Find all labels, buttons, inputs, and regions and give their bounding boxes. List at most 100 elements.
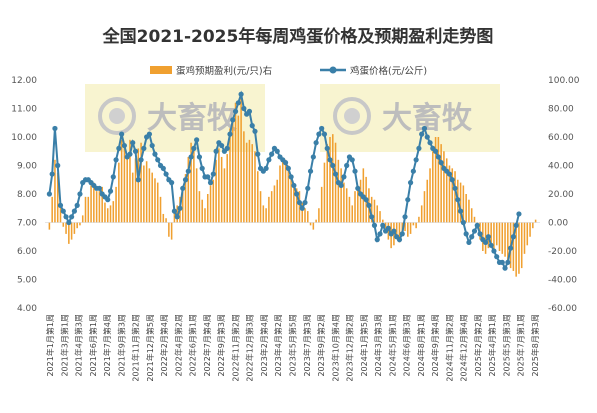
x-tick-label: 2022年7月第4周 [202,314,212,377]
price-point [435,154,441,160]
profit-bar [120,139,123,223]
x-tick-label: 2021年4月第3周 [74,314,84,377]
left-tick-label: 7.00 [17,219,37,229]
price-point [324,145,330,151]
profit-bar [212,179,215,223]
price-point [363,197,369,203]
price-point [238,91,244,97]
x-tick-label: 2024年3月第3周 [373,314,383,377]
price-point [352,168,358,174]
profit-bar [507,222,509,263]
profit-bar [404,222,406,232]
profit-bar [190,142,192,223]
profit-bar [79,222,81,226]
profit-bar [376,205,379,223]
profit-bar [68,222,70,244]
price-point [130,140,136,146]
profit-bar [159,196,162,223]
price-point [385,225,391,231]
price-point [374,237,380,243]
price-point [49,171,55,177]
profit-bar [351,205,354,223]
profit-bar [434,137,437,223]
profit-bar [279,165,281,223]
profit-bar [101,186,103,223]
x-tick-label: 2021年3月第1周 [59,314,69,377]
right-tick-label: -60.00 [548,304,577,314]
left-tick-label: 4.00 [17,304,37,314]
x-tick-label: 2023年2月第4周 [259,314,269,377]
x-tick-label: 2024年11月第2周 [444,314,454,382]
price-point [155,157,161,163]
profit-bar [354,191,356,223]
profit-bar [248,139,251,223]
profit-bar [237,115,240,223]
profit-bar [187,156,190,223]
profit-bar [298,191,301,223]
x-tick-label: 2022年9月第3周 [216,314,226,377]
x-tick-label: 2025年7月第1周 [516,314,526,377]
profit-bar [87,196,90,223]
profit-bar [384,222,387,229]
x-tick-label: 2023年4月第2周 [273,314,283,377]
profit-bar [223,168,226,223]
profit-bar [370,196,373,223]
left-axis-ticks: 4.00 5.00 6.00 7.00 8.00 9.00 10.00 11.00 12.00 [11,76,37,314]
profit-bar [131,172,134,223]
profit-bar [134,158,137,223]
profit-bar [387,222,390,240]
price-point [505,259,511,265]
profit-bar [170,222,173,240]
profit-bar [504,222,506,257]
profit-bar [526,222,529,246]
legend-bar-swatch [150,66,172,74]
price-point [366,202,372,208]
profit-bar [206,194,209,223]
profit-bar [484,222,487,254]
profit-bar [165,218,167,223]
price-point [355,185,361,191]
x-tick-label: 2024年6月第3周 [402,314,412,377]
profit-bar [443,151,445,223]
profit-bar [118,162,120,223]
watermark-text-0: 大畜牧 [147,101,238,136]
profit-bar [304,208,306,223]
price-point [274,148,280,154]
x-tick-label: 2025年8月第3周 [530,314,540,377]
profit-bar [201,199,203,223]
profit-bar [231,119,234,223]
price-point [105,197,111,203]
profit-bar [282,159,284,223]
price-point [474,222,480,228]
price-point [424,134,430,140]
price-point [402,214,408,220]
profit-bar [265,208,267,223]
price-point [230,117,236,123]
profit-bar [454,171,456,223]
profit-bar [109,205,112,223]
profit-bar [251,144,253,223]
price-point [469,234,475,240]
watermark-logo-ring-1 [333,97,371,135]
price-point [499,259,505,265]
price-point [313,140,319,146]
price-point [463,231,469,237]
price-point [269,151,275,157]
x-tick-label: 2024年1月第5周 [359,314,369,377]
price-point [508,245,514,251]
price-point [485,234,491,240]
profit-bar [515,222,517,277]
profit-bar [473,216,476,223]
profit-bar [293,185,295,223]
price-point [299,205,305,211]
profit-bar [493,222,495,251]
price-line-group [46,90,522,271]
profit-bar [415,222,417,229]
profit-bar [326,144,329,223]
profit-bar [54,159,56,223]
profit-bar [529,222,531,237]
price-point [477,231,483,237]
price-point [174,214,180,220]
profit-bar [395,222,398,237]
